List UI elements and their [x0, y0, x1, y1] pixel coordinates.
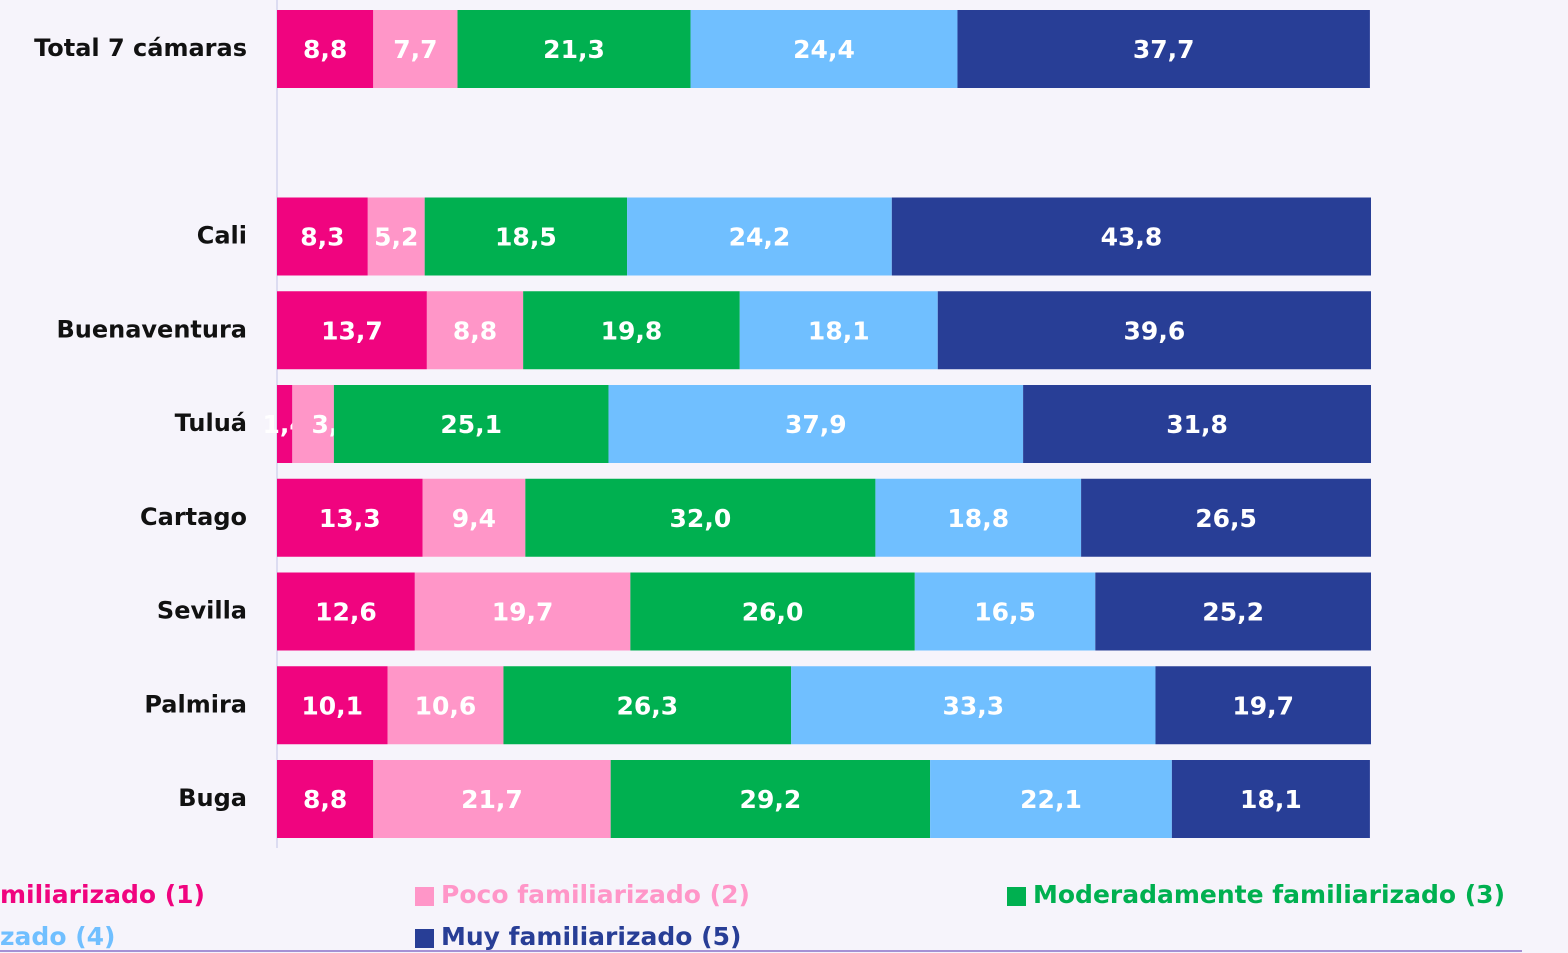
value-label: 8,8 — [303, 785, 347, 814]
category-label: Cartago — [140, 503, 247, 531]
value-label: 7,7 — [393, 35, 437, 64]
value-label: 37,9 — [785, 410, 847, 439]
bar-segment — [277, 385, 293, 463]
value-label: 19,7 — [1232, 691, 1294, 720]
bar-segment — [930, 760, 1172, 838]
value-label: 10,1 — [301, 691, 363, 720]
value-label: 16,5 — [974, 598, 1036, 627]
bar-segment — [277, 572, 415, 651]
bar-segment — [1081, 478, 1371, 557]
legend-swatch — [1007, 887, 1026, 906]
bar-segment — [277, 666, 388, 745]
value-label: 13,7 — [321, 316, 383, 345]
bar-segment — [690, 10, 958, 88]
value-label: 33,3 — [942, 691, 1004, 720]
bar-segment — [937, 291, 1371, 370]
legend-label: zado (4) — [0, 922, 115, 951]
bar-segment — [414, 572, 631, 651]
bar-segment — [373, 760, 611, 838]
legend-label: Moderadamente familiarizado (3) — [1033, 880, 1505, 909]
bar-segment — [1095, 572, 1371, 651]
value-label: 19,7 — [492, 598, 554, 627]
bar-segment — [277, 760, 374, 838]
bar-segment — [627, 197, 892, 276]
value-label: 43,8 — [1101, 223, 1163, 252]
value-label: 18,1 — [808, 316, 870, 345]
value-label: 9,4 — [452, 504, 496, 533]
value-label: 26,5 — [1195, 504, 1257, 533]
bar-segment — [791, 666, 1156, 745]
value-label: 29,2 — [740, 785, 802, 814]
bar-segment — [367, 197, 425, 276]
bar-segment — [424, 197, 628, 276]
bar-segment — [891, 197, 1371, 276]
value-label: 13,3 — [319, 504, 381, 533]
legend-label: miliarizado (1) — [0, 880, 205, 909]
bar-segment — [387, 666, 504, 745]
category-label: Buenaventura — [56, 315, 247, 343]
bar-segment — [333, 385, 609, 463]
value-label: 37,7 — [1133, 35, 1195, 64]
bar-segment — [373, 10, 458, 88]
value-label: 25,2 — [1202, 598, 1264, 627]
bar-segment — [277, 10, 374, 88]
bar-segment — [523, 291, 740, 370]
bar-segment — [610, 760, 931, 838]
category-label: Palmira — [144, 690, 247, 718]
bar-segment — [1023, 385, 1371, 463]
bar-segment — [525, 478, 876, 557]
bar-segment — [1155, 666, 1371, 745]
bar-segment — [422, 478, 526, 557]
value-label: 39,6 — [1124, 316, 1186, 345]
value-label: 26,0 — [742, 598, 804, 627]
bar-segment — [914, 572, 1096, 651]
bar-segment — [957, 10, 1370, 88]
category-label: Buga — [178, 784, 247, 812]
bar-segment — [457, 10, 691, 88]
value-label: 8,8 — [303, 35, 347, 64]
bar-segment — [608, 385, 1024, 463]
category-label: Tuluá — [175, 409, 247, 437]
bar-segment — [277, 478, 423, 557]
value-label: 10,6 — [415, 691, 477, 720]
bar-segment — [739, 291, 938, 370]
value-label: 24,2 — [729, 223, 791, 252]
legend-label: Poco familiarizado (2) — [441, 880, 750, 909]
value-label: 21,7 — [461, 785, 523, 814]
bar-segment — [875, 478, 1082, 557]
legend-label: Muy familiarizado (5) — [441, 922, 741, 951]
bar-segment — [1171, 760, 1370, 838]
value-label: 25,1 — [440, 410, 502, 439]
value-label: 26,3 — [616, 691, 678, 720]
value-label: 21,3 — [543, 35, 605, 64]
bar-segment — [503, 666, 792, 745]
value-label: 18,8 — [947, 504, 1009, 533]
value-label: 8,3 — [300, 223, 344, 252]
bar-segment — [630, 572, 915, 651]
category-label: Cali — [197, 222, 247, 250]
bar-segment — [292, 385, 334, 463]
category-label: Total 7 cámaras — [34, 34, 247, 62]
value-label: 24,4 — [793, 35, 855, 64]
value-label: 19,8 — [601, 316, 663, 345]
value-label: 18,5 — [495, 223, 557, 252]
bar-segment — [426, 291, 524, 370]
legend-swatch — [415, 887, 434, 906]
legend-swatch — [415, 929, 434, 948]
value-label: 31,8 — [1166, 410, 1228, 439]
bar-segment — [277, 197, 368, 276]
category-label: Sevilla — [157, 597, 247, 625]
value-label: 8,8 — [453, 316, 497, 345]
value-label: 5,2 — [374, 223, 418, 252]
value-label: 12,6 — [315, 598, 377, 627]
value-label: 22,1 — [1020, 785, 1082, 814]
value-label: 18,1 — [1240, 785, 1302, 814]
value-label: 32,0 — [670, 504, 732, 533]
bar-segment — [277, 291, 427, 370]
